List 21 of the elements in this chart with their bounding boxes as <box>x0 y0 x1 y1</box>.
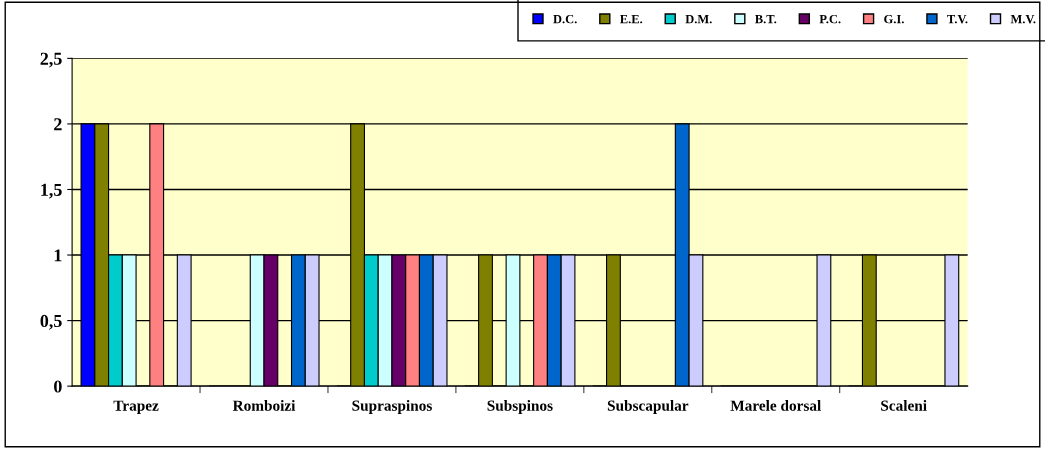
y-tick-label: 0,5 <box>40 314 62 330</box>
legend-label: P.C. <box>819 14 841 24</box>
x-tick-label: Subspinos <box>487 400 553 414</box>
legend-label: D.M. <box>685 15 712 24</box>
legend-label: M.V. <box>1010 15 1036 24</box>
y-tick-label: 0 <box>54 380 62 393</box>
x-tick-label: Scaleni <box>881 400 927 411</box>
legend-label: D.C. <box>553 14 577 24</box>
y-tick-label: 1,5 <box>41 183 62 199</box>
x-tick-label: Trapez <box>113 400 159 414</box>
y-tick-label: 1 <box>54 249 62 262</box>
legend-label: G.I. <box>884 14 904 24</box>
legend-label: T.V. <box>947 15 968 24</box>
y-tick-label: 2,5 <box>40 52 62 68</box>
legend-label: B.T. <box>755 15 777 24</box>
x-tick-label: Romboizi <box>232 400 296 411</box>
x-tick-label: Subscapular <box>607 400 689 414</box>
legend-label: E.E. <box>620 15 643 24</box>
x-tick-label: Marele dorsal <box>730 400 821 411</box>
y-tick-label: 2 <box>54 118 62 131</box>
x-tick-label: Supraspinos <box>352 400 432 414</box>
